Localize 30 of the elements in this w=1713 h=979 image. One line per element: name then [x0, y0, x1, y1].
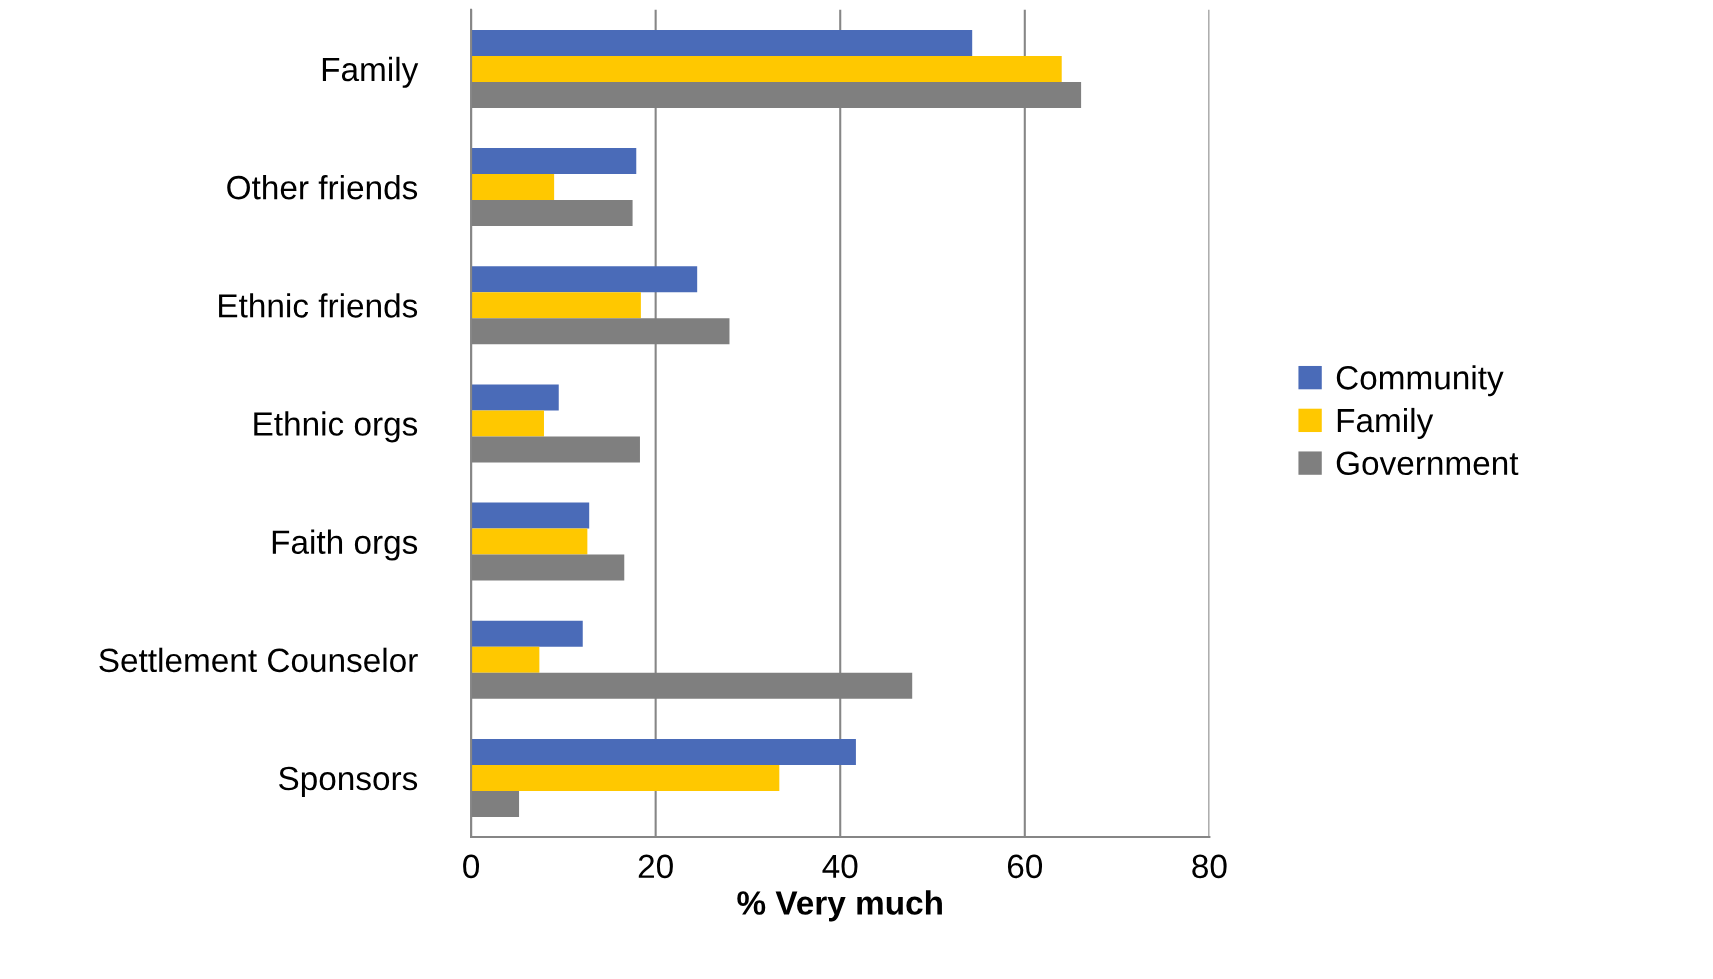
x-tick-label: 20	[638, 854, 673, 879]
legend-label: Family	[1337, 407, 1434, 439]
y-tick-label: Settlement Counselor	[99, 647, 418, 673]
bar	[471, 29, 973, 56]
x-tick-label: 60	[1007, 854, 1043, 879]
y-tick-label: Other friends	[227, 174, 418, 200]
x-tick-label: 80	[1192, 854, 1227, 879]
x-axis-title: % Very much	[737, 890, 942, 922]
x-tick-label: 0	[463, 854, 480, 879]
bar	[471, 266, 698, 293]
bar	[471, 528, 588, 555]
bar	[471, 620, 583, 647]
legend-label: Community	[1336, 365, 1504, 397]
bar	[471, 148, 637, 175]
y-tick-label: Ethnic orgs	[254, 411, 418, 443]
bar	[471, 174, 555, 201]
bar	[471, 502, 590, 529]
y-tick-label: Family	[322, 56, 419, 88]
bar	[471, 764, 780, 791]
bar	[471, 410, 544, 437]
bar	[471, 292, 641, 319]
y-tick-label: Sponsors	[279, 766, 418, 797]
bar	[471, 384, 559, 411]
x-tick-label: 40	[822, 854, 858, 879]
bar	[471, 55, 1062, 82]
bar	[471, 646, 540, 673]
y-tick-label: Ethnic friends	[219, 293, 418, 318]
legend-label: Government	[1336, 451, 1519, 476]
y-tick-label: Faith orgs	[272, 529, 418, 561]
bar	[471, 738, 856, 765]
